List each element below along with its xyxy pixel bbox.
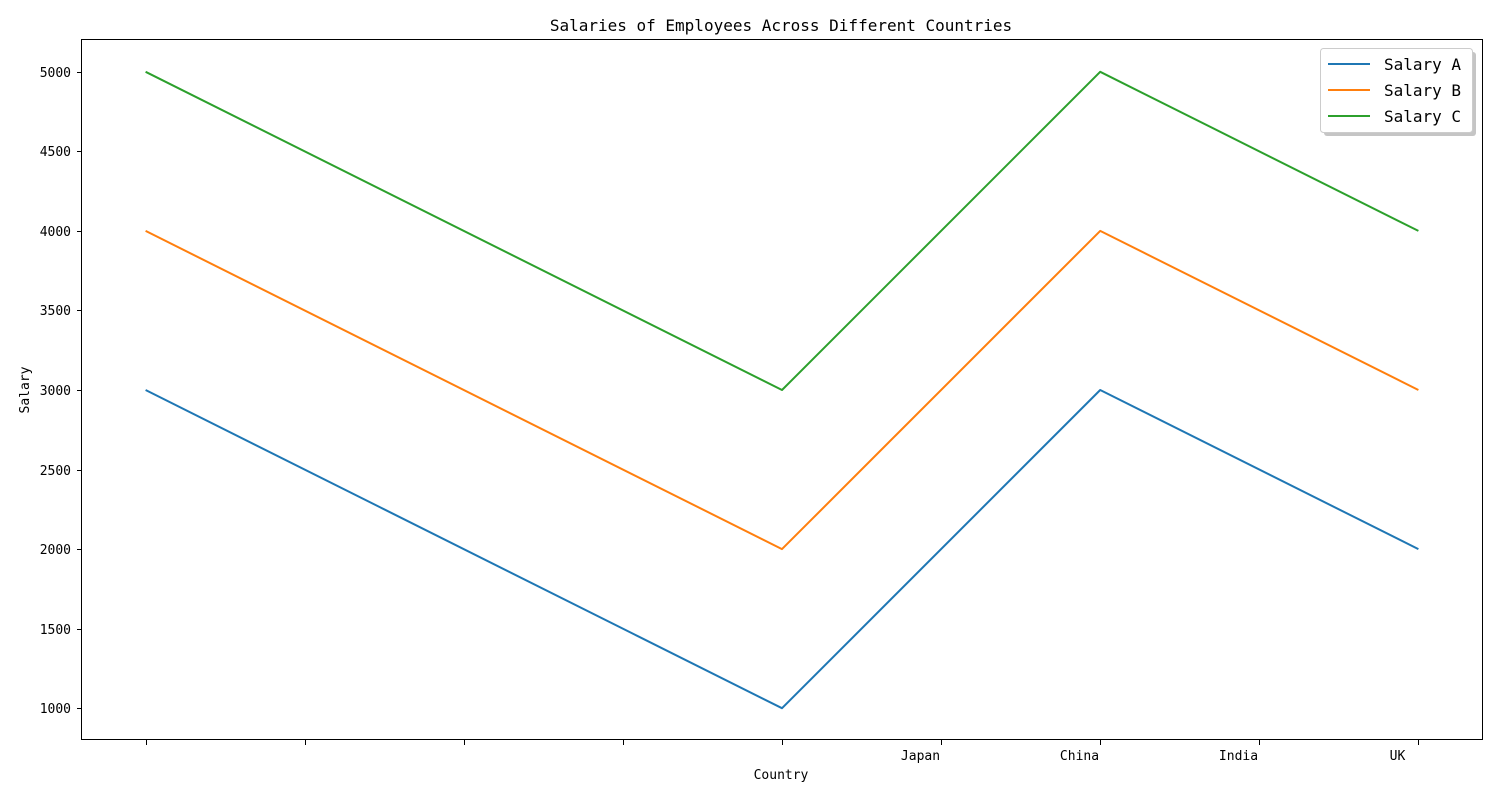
y-tick-label: 4000 bbox=[40, 225, 71, 240]
x-axis: Japan China India UK bbox=[146, 740, 1419, 764]
y-tick-label: 5000 bbox=[40, 66, 71, 81]
legend-label: Salary B bbox=[1384, 81, 1461, 100]
x-tick-label: UK bbox=[1390, 749, 1406, 764]
y-tick-label: 1500 bbox=[40, 623, 71, 638]
x-axis-label: Country bbox=[754, 768, 809, 783]
y-tick-label: 3000 bbox=[40, 384, 71, 399]
y-tick-label: 3500 bbox=[40, 304, 71, 319]
legend-label: Salary C bbox=[1384, 107, 1461, 126]
y-axis: 1000 1500 2000 2500 3000 3500 4000 4500 5000 bbox=[40, 66, 82, 717]
legend-box bbox=[1320, 48, 1473, 133]
plot-area bbox=[81, 39, 1483, 740]
legend-label: Salary A bbox=[1384, 55, 1461, 74]
x-tick-label: China bbox=[1060, 749, 1099, 764]
series-lines bbox=[145, 70, 1419, 710]
y-tick-label: 4500 bbox=[40, 145, 71, 160]
legend: Salary A Salary B Salary C bbox=[1320, 48, 1476, 136]
y-tick-label: 2000 bbox=[40, 543, 71, 558]
y-tick-label: 1000 bbox=[40, 702, 71, 717]
x-tick-label: India bbox=[1219, 749, 1258, 764]
y-tick-label: 2500 bbox=[40, 464, 71, 479]
series-line-salary-c bbox=[145, 70, 1419, 391]
y-axis-label: Salary bbox=[18, 366, 33, 413]
x-tick-label: Japan bbox=[901, 749, 940, 764]
series-line-salary-a bbox=[145, 389, 1419, 710]
series-line-salary-b bbox=[145, 229, 1419, 551]
chart-title: Salaries of Employees Across Different C… bbox=[550, 16, 1012, 35]
